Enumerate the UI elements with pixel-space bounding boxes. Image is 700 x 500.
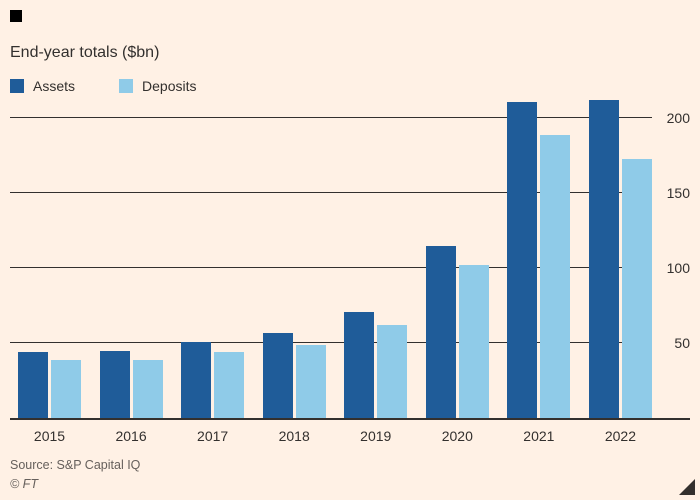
legend: Assets Deposits <box>10 78 196 94</box>
bar-assets-2018 <box>262 332 293 418</box>
source-note: Source: S&P Capital IQ <box>10 458 141 472</box>
corner-triangle-icon <box>679 479 695 495</box>
bar-group-2019 <box>344 311 408 418</box>
legend-swatch-assets <box>10 79 24 93</box>
bar-deposits-2016 <box>132 359 163 418</box>
legend-swatch-deposits <box>119 79 134 93</box>
bar-deposits-2021 <box>540 134 571 418</box>
bar-assets-2019 <box>344 311 375 418</box>
x-axis-tick-label-2015: 2015 <box>33 428 66 444</box>
bar-group-2022 <box>588 100 652 418</box>
gridline-50 <box>10 342 652 343</box>
gridline-150 <box>10 192 652 193</box>
y-axis-tick-label-100: 100 <box>666 260 690 276</box>
bar-deposits-2015 <box>51 359 81 418</box>
bar-group-2015 <box>18 352 81 418</box>
y-axis-tick-label-150: 150 <box>666 185 690 201</box>
x-axis-tick-label-2021: 2021 <box>523 428 555 444</box>
legend-item-assets: Assets <box>10 78 75 94</box>
bar-assets-2020 <box>425 245 456 418</box>
bar-deposits-2017 <box>214 352 245 418</box>
bar-group-2016 <box>99 350 163 418</box>
gridline-100 <box>10 267 652 268</box>
x-axis-tick-label-2019: 2019 <box>360 428 392 444</box>
bar-group-2017 <box>181 341 245 418</box>
y-axis-tick-label-200: 200 <box>666 110 690 126</box>
ft-black-square-marker <box>10 10 22 22</box>
x-axis-labels: 2015 2016 2017 2018 2019 2020 2021 2022 <box>18 428 652 444</box>
bar-group-2018 <box>262 332 326 418</box>
bars <box>18 100 652 418</box>
bar-deposits-2020 <box>458 265 489 418</box>
x-axis-line <box>10 418 690 420</box>
legend-item-deposits: Deposits <box>119 78 196 94</box>
bar-assets-2022 <box>588 100 619 418</box>
bar-deposits-2018 <box>295 344 326 418</box>
x-axis-tick-label-2016: 2016 <box>115 428 147 444</box>
legend-label-assets: Assets <box>33 78 76 94</box>
bar-assets-2017 <box>181 341 212 418</box>
bar-assets-2016 <box>99 350 130 418</box>
chart-title: End-year totals ($bn) <box>10 44 160 61</box>
bar-deposits-2022 <box>621 158 652 418</box>
bar-assets-2015 <box>18 352 48 418</box>
x-axis-tick-label-2020: 2020 <box>441 428 473 444</box>
x-axis-tick-label-2018: 2018 <box>278 428 310 444</box>
y-axis-tick-label-50: 50 <box>674 335 690 351</box>
bar-group-2021 <box>507 101 571 418</box>
legend-label-deposits: Deposits <box>142 78 197 94</box>
bar-group-2020 <box>425 245 489 418</box>
bar-assets-2021 <box>507 101 538 418</box>
copyright-note: © FT <box>10 477 38 491</box>
x-axis-tick-label-2022: 2022 <box>604 428 637 444</box>
plot-area: 50 100 150 200 <box>10 100 690 420</box>
bar-deposits-2019 <box>377 325 408 418</box>
x-axis-tick-label-2017: 2017 <box>197 428 229 444</box>
gridline-200 <box>10 117 652 118</box>
